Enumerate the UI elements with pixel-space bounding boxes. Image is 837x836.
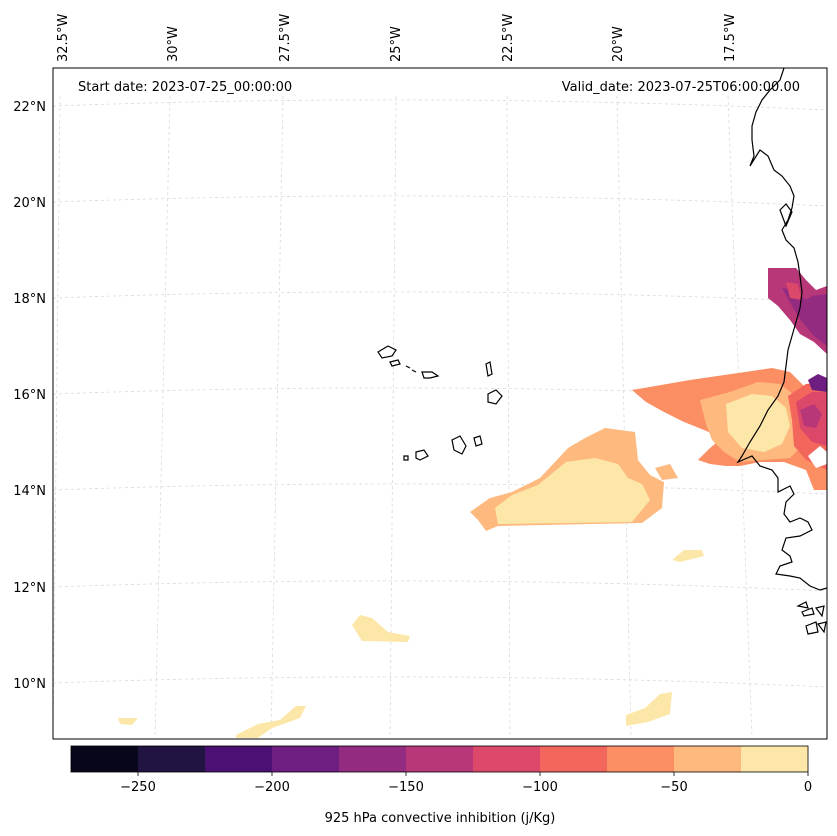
cin-region xyxy=(118,718,138,725)
cin-region xyxy=(626,692,672,726)
colorbar-tick-label: −50 xyxy=(660,780,687,795)
colorbar-swatch xyxy=(607,746,675,772)
island xyxy=(377,345,397,359)
island xyxy=(801,607,815,617)
meridian-line xyxy=(506,95,511,739)
island xyxy=(415,449,429,461)
colorbar-swatch xyxy=(339,746,407,772)
colorbar-frame xyxy=(70,745,809,773)
island xyxy=(411,369,417,373)
cin-region xyxy=(495,458,650,524)
latitude-labels: 22°N 20°N 18°N 16°N 14°N 12°N 10°N xyxy=(13,100,46,692)
lon-label: 20°W xyxy=(611,26,626,62)
lon-label: 30°W xyxy=(166,26,181,62)
island xyxy=(805,621,819,635)
lon-label: 17.5°W xyxy=(723,14,738,62)
cin-region xyxy=(655,464,678,480)
island xyxy=(814,605,825,618)
colorbar-ticks: −250 −200 −150 −100 −50 0 xyxy=(120,772,812,795)
island xyxy=(796,601,809,609)
lat-label: 12°N xyxy=(13,581,46,596)
colorbar-tick-label: −200 xyxy=(254,780,290,795)
colorbar-tick-label: −100 xyxy=(522,780,558,795)
cin-contours xyxy=(118,268,827,738)
parallel-line xyxy=(52,99,828,111)
cin-region xyxy=(800,404,822,428)
colorbar-label: 925 hPa convective inhibition (j/Kg) xyxy=(325,811,556,826)
parallel-line xyxy=(52,387,828,399)
island xyxy=(473,435,483,447)
lat-label: 18°N xyxy=(13,292,46,307)
map-frame xyxy=(52,67,828,740)
colorbar-swatch xyxy=(741,746,809,772)
colorbar-swatch xyxy=(138,746,206,772)
lon-label: 25°W xyxy=(389,26,404,62)
island xyxy=(485,361,493,377)
meridian-line xyxy=(616,95,632,739)
lon-label: 27.5°W xyxy=(278,14,293,62)
colorbar-swatch xyxy=(473,746,541,772)
parallel-line xyxy=(52,195,828,207)
colorbar-tick-label: −150 xyxy=(388,780,424,795)
island xyxy=(405,365,411,369)
colorbar-swatch xyxy=(205,746,273,772)
island xyxy=(451,435,467,455)
cin-region xyxy=(782,288,827,346)
coastline xyxy=(779,203,793,228)
meridian-line xyxy=(52,95,61,739)
island xyxy=(421,371,440,379)
colorbar-swatch xyxy=(406,746,474,772)
island xyxy=(816,621,827,634)
coastline xyxy=(736,67,828,591)
colorbar-tick-label: −250 xyxy=(120,780,156,795)
graticule xyxy=(52,95,828,739)
island xyxy=(389,359,401,367)
lat-label: 10°N xyxy=(13,677,46,692)
parallel-line xyxy=(52,483,828,495)
cin-region xyxy=(808,374,827,392)
parallel-line xyxy=(52,580,828,592)
meridian-line xyxy=(270,95,284,739)
meridian-line xyxy=(727,95,753,739)
island xyxy=(487,389,503,405)
cin-region xyxy=(762,430,784,446)
meridian-line xyxy=(389,95,397,739)
colorbar-swatch xyxy=(71,746,139,772)
start-date-annotation: Start date: 2023-07-25_00:00:00 xyxy=(78,80,292,95)
parallel-line xyxy=(52,291,828,303)
colorbar-tick-label: 0 xyxy=(804,780,812,795)
colorbar: −250 −200 −150 −100 −50 0 925 hPa convective … xyxy=(70,745,812,826)
lat-label: 22°N xyxy=(13,100,46,115)
valid-date-annotation: Valid_date: 2023-07-25T06:00:00.00 xyxy=(562,80,800,95)
lat-label: 20°N xyxy=(13,196,46,211)
lon-label: 22.5°W xyxy=(501,14,516,62)
cin-region xyxy=(236,706,306,738)
parallel-line xyxy=(52,676,828,688)
colorbar-swatch xyxy=(674,746,742,772)
cin-region xyxy=(786,282,802,300)
cin-region xyxy=(352,615,410,642)
coastlines xyxy=(377,67,828,635)
colorbar-swatches xyxy=(71,746,809,772)
lon-label: 32.5°W xyxy=(56,14,71,62)
lat-label: 14°N xyxy=(13,484,46,499)
longitude-labels: 32.5°W 30°W 27.5°W 25°W 22.5°W 20°W 17.5… xyxy=(56,14,738,62)
cin-gap xyxy=(808,446,827,468)
cin-region xyxy=(672,550,704,562)
colorbar-swatch xyxy=(272,746,340,772)
lat-label: 16°N xyxy=(13,388,46,403)
meridian-line xyxy=(154,95,171,739)
colorbar-swatch xyxy=(540,746,608,772)
island xyxy=(403,455,409,461)
